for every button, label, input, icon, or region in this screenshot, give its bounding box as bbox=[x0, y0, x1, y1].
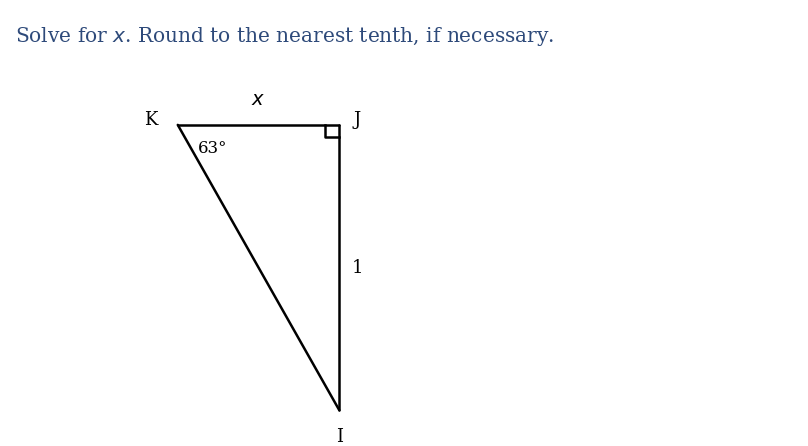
Text: I: I bbox=[336, 428, 343, 446]
Text: 1: 1 bbox=[351, 259, 363, 277]
Text: $x$: $x$ bbox=[251, 91, 266, 109]
Text: Solve for $x$. Round to the nearest tenth, if necessary.: Solve for $x$. Round to the nearest tent… bbox=[15, 25, 553, 48]
Text: J: J bbox=[354, 112, 361, 129]
Text: 63°: 63° bbox=[198, 140, 228, 157]
Text: K: K bbox=[144, 112, 158, 129]
